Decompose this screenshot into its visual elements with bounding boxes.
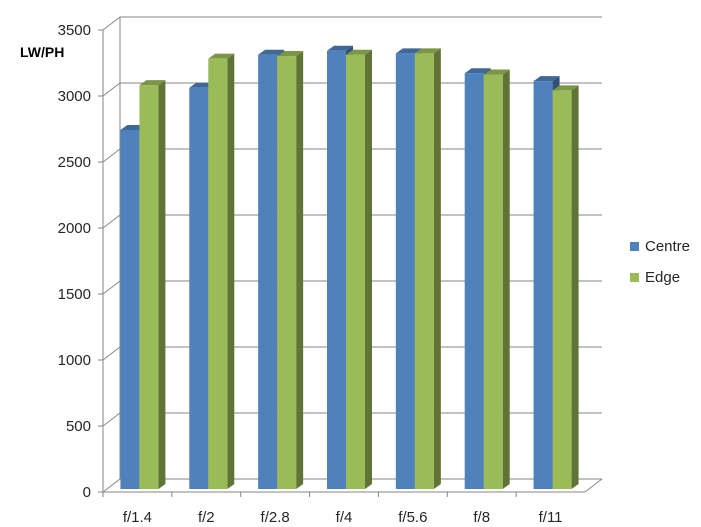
gridline-side-3500 (102, 16, 121, 31)
legend-label-edge: Edge (645, 268, 681, 286)
y-tick-label-1000: 1000 (58, 352, 91, 369)
bar-front-face (139, 85, 159, 489)
bar-side-face (227, 53, 235, 490)
legend-swatch-centre (630, 241, 639, 251)
bar-front-face (552, 90, 572, 490)
gridline-side-0 (102, 478, 121, 493)
y-tick-labels: 0 500 1000 1500 2000 2500 3000 3500 (58, 22, 91, 501)
bar-front-face (258, 54, 278, 489)
bar-front-face (189, 87, 209, 489)
bar-edge-f/2.8 (277, 51, 304, 489)
bar-front-face (120, 129, 140, 489)
legend-item-edge: Edge (630, 267, 690, 287)
bar-edge-f/8 (483, 69, 510, 490)
bar-edge-f/5.6 (414, 48, 441, 490)
y-tick-label-3000: 3000 (58, 88, 91, 105)
bar-side-face (365, 49, 372, 489)
bar-edge-f/1.4 (139, 80, 166, 489)
y-tick-label-2500: 2500 (58, 154, 91, 171)
bar-front-face (464, 73, 484, 489)
bar-edge-f/4 (346, 49, 372, 489)
gridline-side-1500 (102, 280, 121, 295)
x-tick-label-f/8: f/8 (473, 509, 490, 526)
gridline-side-500 (102, 412, 121, 427)
bar-top-face (327, 45, 353, 51)
bar-top-face (533, 76, 560, 82)
legend: Centre Edge (630, 236, 690, 298)
bar-top-face (395, 48, 422, 54)
bar-front-face (483, 74, 503, 490)
gridline-side-3000 (102, 82, 121, 97)
bars (120, 45, 579, 490)
x-tick-label-f/1.4: f/1.4 (123, 509, 152, 526)
x-tick-label-f/2.8: f/2.8 (261, 509, 290, 526)
bar-edge-f/11 (552, 85, 579, 490)
bar-side-face (502, 69, 510, 490)
bar-front-face (395, 53, 415, 490)
x-tick-label-f/11: f/11 (539, 509, 563, 526)
x-tick-labels: f/1.4 f/2 f/2.8 f/4 f/5.6 f/8 f/11 (123, 509, 563, 526)
y-tick-label-0: 0 (83, 484, 91, 501)
x-tick-label-f/2: f/2 (198, 509, 215, 526)
gridline-side-2000 (102, 214, 121, 229)
y-tick-label-3500: 3500 (58, 22, 91, 39)
bar-front-face (533, 81, 553, 490)
y-tick-label-1500: 1500 (58, 286, 91, 303)
bar-front-face (208, 58, 228, 490)
bar-front-face (346, 54, 365, 489)
floor-right-edge (584, 478, 603, 493)
y-tick-label-2000: 2000 (58, 220, 91, 237)
bar-front-face (277, 56, 297, 489)
axes (98, 17, 603, 497)
bar-edge-f/2 (208, 53, 235, 490)
bar-side-face (433, 48, 441, 490)
bar-top-face (258, 49, 285, 55)
bar-top-face (464, 68, 491, 74)
bar-top-face (552, 85, 579, 91)
x-tick-label-f/5.6: f/5.6 (398, 509, 427, 526)
bar-top-face (346, 49, 372, 55)
y-tick-label-500: 500 (66, 418, 91, 435)
gridline-side-1000 (102, 346, 121, 361)
legend-item-centre: Centre (630, 236, 690, 256)
bar-front-face (414, 53, 434, 490)
x-tick-label-f/4: f/4 (336, 509, 353, 526)
bar-top-face (208, 53, 235, 59)
bar-top-face (139, 80, 166, 86)
legend-label-centre: Centre (645, 237, 691, 255)
bar-side-face (571, 85, 579, 490)
bar-front-face (327, 50, 346, 489)
bar-top-face (483, 69, 510, 75)
bar-top-face (277, 51, 304, 57)
bar-side-face (296, 51, 304, 489)
y-axis-label: LW/PH (20, 44, 64, 60)
legend-swatch-edge (630, 272, 639, 282)
gridline-side-2500 (102, 148, 121, 163)
bar-top-face (414, 48, 441, 54)
bar-side-face (158, 80, 166, 489)
